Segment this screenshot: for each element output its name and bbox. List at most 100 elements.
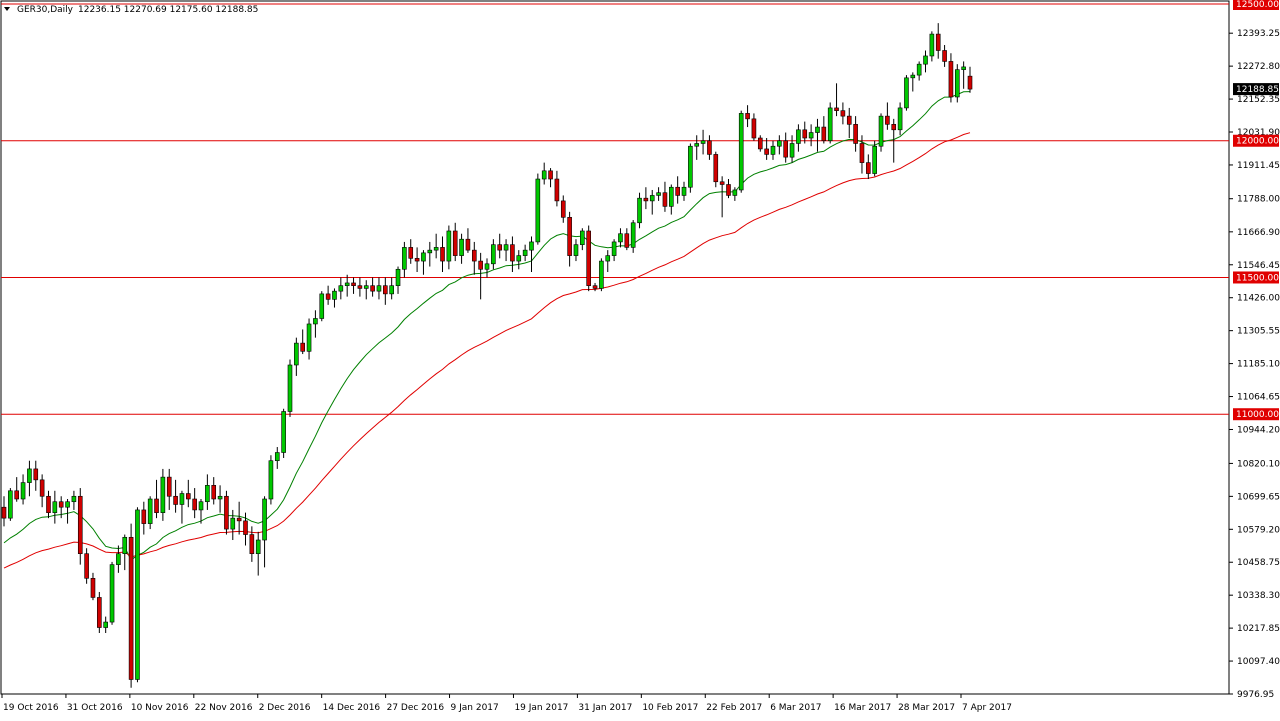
x-tick-label: 22 Feb 2017 xyxy=(706,703,762,713)
candle-body-down xyxy=(471,249,477,262)
candle xyxy=(262,496,267,568)
candle-body-down xyxy=(414,258,420,262)
level-badge-top-label: 12500.00 xyxy=(1236,0,1279,10)
candle-body-down xyxy=(891,124,897,131)
candle xyxy=(274,447,280,469)
candle-body-down xyxy=(452,230,458,256)
candle xyxy=(586,225,591,292)
candle xyxy=(961,61,966,89)
candle xyxy=(954,64,960,103)
candle xyxy=(669,184,674,215)
candle-body-up xyxy=(116,553,121,565)
candle-body-down xyxy=(243,520,248,535)
candle-body-down xyxy=(224,495,229,530)
candle xyxy=(8,488,13,521)
y-tick-label: 11546.45 xyxy=(1237,261,1280,271)
candle-body-down xyxy=(84,553,89,579)
candle-body-up xyxy=(262,498,267,541)
candle-body-down xyxy=(77,495,83,554)
candle-body-up xyxy=(503,244,509,251)
candle-body-up xyxy=(179,493,185,505)
candle xyxy=(376,277,382,300)
candle-body-up xyxy=(103,621,108,628)
candle xyxy=(700,129,706,155)
candle xyxy=(726,179,731,199)
candle-body-down xyxy=(33,468,39,481)
candle xyxy=(923,50,928,73)
candle-body-down xyxy=(478,260,483,270)
candle-body-up xyxy=(535,178,541,243)
candle-body-up xyxy=(522,249,528,256)
candle-body-up xyxy=(274,452,280,462)
candle xyxy=(71,490,77,510)
candle xyxy=(357,277,363,297)
candle xyxy=(20,474,26,505)
candle-body-up xyxy=(268,460,274,500)
level-badge-top-bg xyxy=(1233,0,1279,10)
candle-body-down xyxy=(497,244,503,251)
candle-body-down xyxy=(751,118,757,139)
candle xyxy=(719,176,725,218)
y-tick-label: 12031.90 xyxy=(1237,128,1280,138)
candle xyxy=(694,135,700,160)
candle-body-down xyxy=(713,154,719,183)
candle xyxy=(649,189,655,215)
candle xyxy=(573,239,579,262)
candle-body-down xyxy=(548,170,553,180)
candle xyxy=(560,195,566,223)
candle xyxy=(732,187,738,201)
candle xyxy=(541,162,547,185)
candle xyxy=(306,318,312,360)
candle xyxy=(834,83,839,117)
candle-body-down xyxy=(757,137,763,150)
candle-body-down xyxy=(624,233,630,248)
candle-body-down xyxy=(90,578,96,598)
candle-body-down xyxy=(58,501,64,508)
candle xyxy=(395,266,401,294)
candle-body-up xyxy=(605,255,611,262)
candle xyxy=(916,61,922,81)
candle-body-down xyxy=(186,493,191,500)
level-badge-bg xyxy=(1233,271,1279,284)
candle xyxy=(491,239,496,270)
candle xyxy=(853,116,858,152)
candle xyxy=(624,228,630,251)
candle xyxy=(243,512,248,546)
y-tick-label: 10458.75 xyxy=(1237,558,1280,568)
candle xyxy=(58,496,64,519)
x-tick-label: 10 Feb 2017 xyxy=(642,703,698,713)
candle-body-up xyxy=(599,260,604,289)
candle xyxy=(383,277,388,305)
candles xyxy=(1,23,973,688)
candle-body-down xyxy=(141,509,147,524)
candle xyxy=(52,490,58,524)
candle xyxy=(827,102,833,144)
candle xyxy=(904,75,909,111)
candle-body-up xyxy=(827,107,833,142)
candle xyxy=(116,545,121,573)
candle xyxy=(802,121,808,144)
y-tick-label: 12272.80 xyxy=(1237,62,1280,72)
candle-body-up xyxy=(198,501,204,511)
dropdown-triangle-icon[interactable] xyxy=(4,7,10,11)
candle xyxy=(777,135,782,155)
candle-body-up xyxy=(796,129,801,144)
candle-body-down xyxy=(383,285,388,295)
candle xyxy=(166,468,172,510)
candle-body-up xyxy=(732,189,738,196)
level-badge-label: 11000.00 xyxy=(1236,410,1279,420)
candle-body-up xyxy=(205,485,210,503)
x-tick-label: 28 Mar 2017 xyxy=(898,703,955,713)
candle xyxy=(503,239,509,262)
candle xyxy=(433,233,439,259)
candle-body-up xyxy=(135,509,140,680)
candle xyxy=(567,211,572,267)
candle-body-down xyxy=(643,197,649,202)
candle xyxy=(319,291,325,322)
candle-body-down xyxy=(351,282,356,286)
candle-body-up xyxy=(897,107,903,131)
candle-body-up xyxy=(516,255,522,262)
current-price-badge-label: 12188.85 xyxy=(1236,85,1279,95)
x-tick-label: 16 Mar 2017 xyxy=(834,703,891,713)
